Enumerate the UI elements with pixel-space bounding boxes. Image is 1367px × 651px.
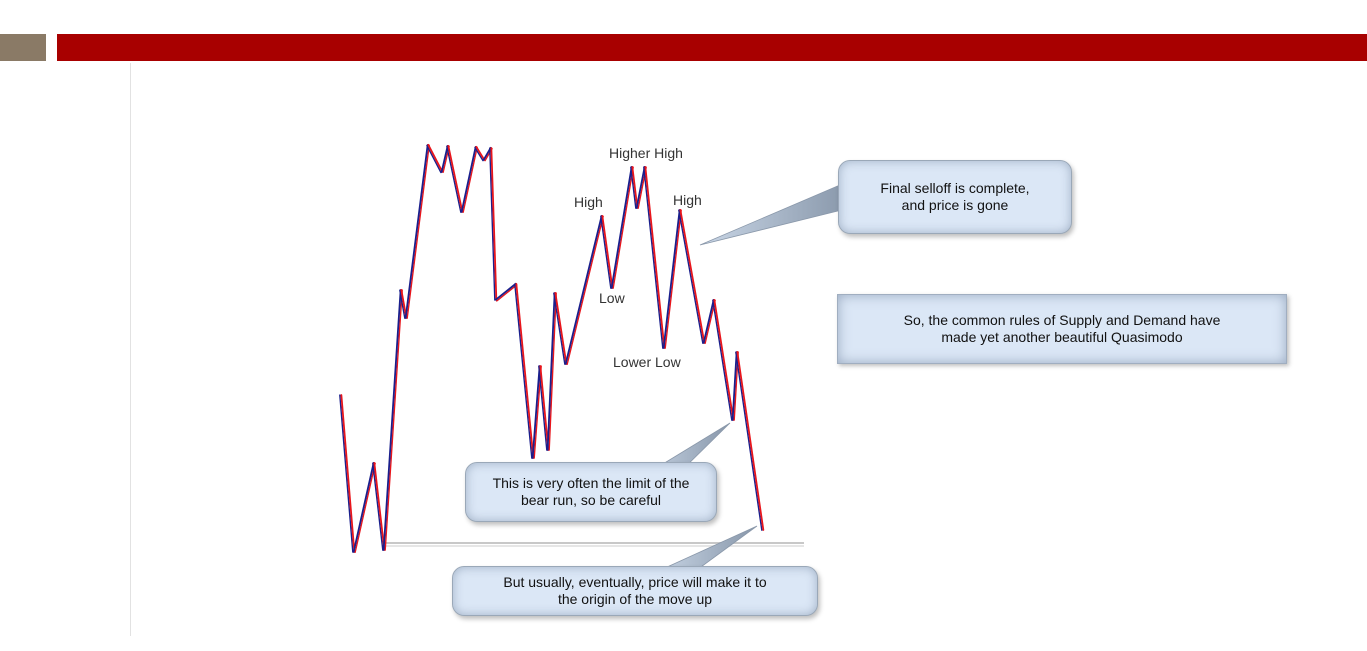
price-segment-down <box>736 351 765 531</box>
price-segment-down <box>447 145 464 213</box>
price-segment-down <box>373 462 386 551</box>
price-segment-edge <box>426 144 442 174</box>
final-selloff-pointer <box>699 184 851 246</box>
price-segment-edge <box>566 215 604 365</box>
price-segment-up <box>610 166 633 289</box>
price-segment-edge <box>406 144 430 319</box>
price-segment-down <box>644 166 666 349</box>
price-segment-up <box>564 215 603 365</box>
price-segment-edge <box>664 209 682 349</box>
price-segment-edge <box>643 166 664 349</box>
price-segment-edge <box>462 146 478 213</box>
price-segment-down <box>554 292 568 365</box>
price-segment-down <box>631 166 639 209</box>
price-segment-down <box>475 145 486 161</box>
higher-high-label: Higher High <box>609 145 683 161</box>
price-segment-up <box>546 292 556 451</box>
price-segment-edge <box>538 365 548 451</box>
price-segment-edge <box>712 299 733 421</box>
price-segment-up <box>352 462 375 553</box>
price-segment-up <box>702 299 715 344</box>
header-accent-square <box>0 34 46 61</box>
price-segment-up <box>731 351 738 421</box>
high-left-label: High <box>574 194 603 210</box>
quasimodo-summary-box: So, the common rules of Supply and Deman… <box>837 294 1287 364</box>
high-right-label: High <box>673 192 702 208</box>
price-segment-up <box>635 166 646 209</box>
price-segment-edge <box>372 462 384 551</box>
price-segment-edge <box>384 289 403 551</box>
price-segment-up <box>440 145 449 173</box>
limit-bear-run-callout: This is very often the limit of the bear… <box>465 462 717 522</box>
price-segment-down <box>490 147 498 301</box>
price-segment-edge <box>446 145 462 213</box>
price-segment-edge <box>600 215 612 289</box>
price-segment-down <box>539 365 550 451</box>
price-segment-edge <box>354 462 376 553</box>
price-segment-up <box>382 289 402 551</box>
price-segment-up <box>460 146 477 213</box>
price-segment-edge <box>548 292 557 451</box>
price-segment-edge <box>514 283 533 459</box>
origin-move-callout: But usually, eventually, price will make… <box>452 566 818 616</box>
price-segment-edge <box>678 209 704 344</box>
price-segment-up <box>494 282 517 301</box>
price-path <box>339 143 765 553</box>
price-segment-down <box>713 299 735 421</box>
price-segment-edge <box>489 147 496 301</box>
price-segment-down <box>340 394 356 553</box>
price-segment-down <box>601 215 614 289</box>
price-segment-down <box>427 143 444 173</box>
final-selloff-callout: Final selloff is complete, and price is … <box>838 160 1072 234</box>
price-segment-down <box>679 209 706 344</box>
price-segment-edge <box>630 166 637 209</box>
price-segment-up <box>662 209 681 349</box>
price-segment-down <box>515 283 535 459</box>
price-segment-edge <box>496 284 518 302</box>
price-segment-up <box>531 365 541 459</box>
price-segment-edge <box>612 166 634 289</box>
price-segment-edge <box>399 289 406 319</box>
low-label: Low <box>599 290 625 306</box>
header-bar <box>57 34 1367 61</box>
price-segment-edge <box>735 351 763 531</box>
lower-low-label: Lower Low <box>613 354 681 370</box>
price-segment-edge <box>474 146 484 162</box>
price-segment-edge <box>339 394 354 553</box>
price-segment-edge <box>553 292 566 365</box>
price-segment-up <box>404 144 429 319</box>
left-margin-rule <box>130 63 131 636</box>
